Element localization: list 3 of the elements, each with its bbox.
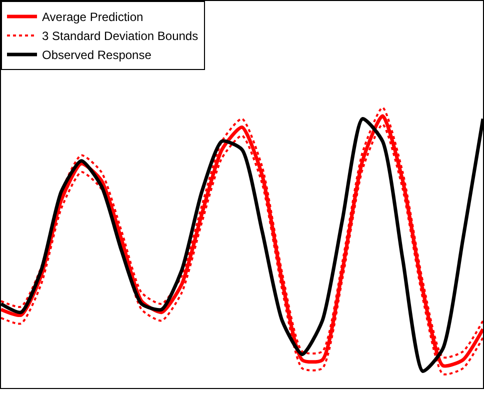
legend-label: Observed Response — [42, 48, 152, 62]
legend-label: Average Prediction — [42, 10, 144, 24]
legend-label: 3 Standard Deviation Bounds — [42, 29, 198, 44]
